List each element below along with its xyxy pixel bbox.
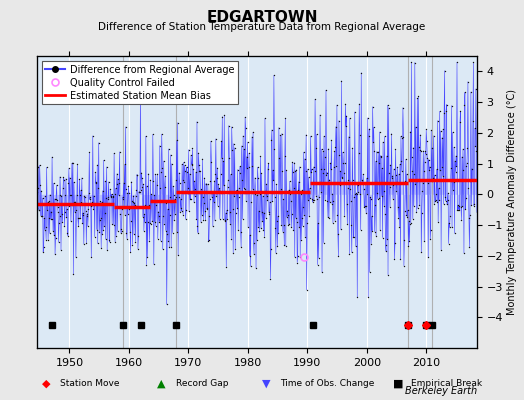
Y-axis label: Monthly Temperature Anomaly Difference (°C): Monthly Temperature Anomaly Difference (… [507,89,517,315]
Text: EDGARTOWN: EDGARTOWN [206,10,318,25]
Text: Record Gap: Record Gap [176,380,228,388]
Text: Empirical Break: Empirical Break [411,380,483,388]
Text: ▲: ▲ [157,379,166,389]
Text: ◆: ◆ [42,379,50,389]
Text: Difference of Station Temperature Data from Regional Average: Difference of Station Temperature Data f… [99,22,425,32]
Text: ■: ■ [393,379,403,389]
Text: Berkeley Earth: Berkeley Earth [405,386,477,396]
Text: Station Move: Station Move [60,380,120,388]
Text: ▼: ▼ [262,379,270,389]
Text: Time of Obs. Change: Time of Obs. Change [280,380,375,388]
Legend: Difference from Regional Average, Quality Control Failed, Estimated Station Mean: Difference from Regional Average, Qualit… [41,61,238,104]
